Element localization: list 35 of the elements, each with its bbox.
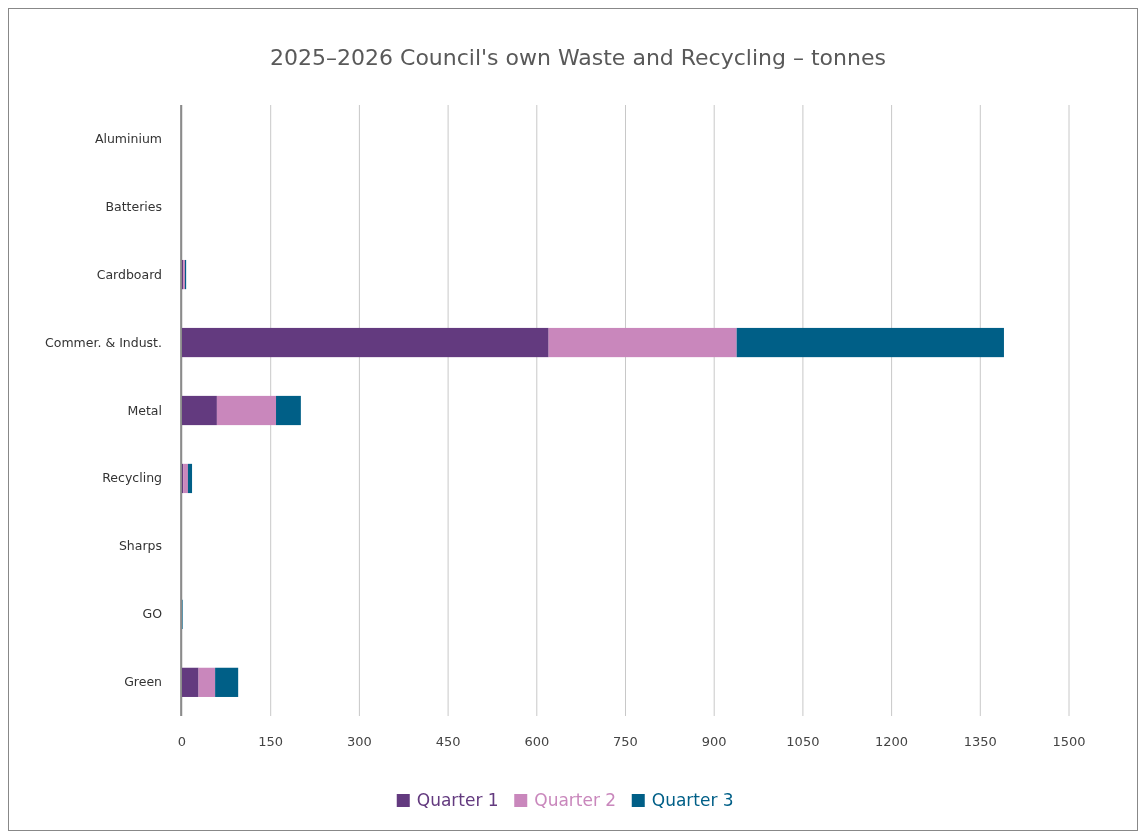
x-tick-label: 1500 <box>1052 734 1086 749</box>
y-tick-label: Batteries <box>105 198 162 214</box>
chart-title: 2025–2026 Council's own Waste and Recycling – tonnes <box>270 45 886 70</box>
y-tick-label: Green <box>124 674 162 690</box>
legend-label: Quarter 3 <box>651 790 734 810</box>
bar <box>182 395 217 426</box>
bar <box>182 327 549 358</box>
bar <box>183 463 188 494</box>
x-tick-label: 300 <box>346 734 372 749</box>
x-tick-label: 150 <box>258 734 284 749</box>
y-tick-label: Metal <box>127 402 162 418</box>
x-tick-label: 750 <box>613 734 638 749</box>
bar <box>736 327 1004 358</box>
x-tick-label: 1050 <box>786 734 820 749</box>
bar <box>216 395 277 426</box>
x-tick-label: 0 <box>177 734 187 749</box>
x-tick-label: 900 <box>701 734 727 749</box>
bar <box>215 667 239 697</box>
bar <box>187 463 193 494</box>
y-tick-label: Commer. & Indust. <box>45 334 162 350</box>
bar <box>182 667 199 697</box>
x-tick-label: 450 <box>435 734 461 749</box>
x-tick-label: 1350 <box>963 734 997 749</box>
bar <box>548 327 737 358</box>
y-tick-label: Aluminium <box>94 130 162 146</box>
y-tick-label: Cardboard <box>96 266 162 282</box>
y-tick-label: GO <box>142 606 163 622</box>
legend-label: Quarter 1 <box>416 790 499 810</box>
bar <box>276 395 301 426</box>
y-tick-label: Recycling <box>102 470 162 486</box>
y-tick-label: Sharps <box>118 538 162 554</box>
legend-label: Quarter 2 <box>534 790 617 810</box>
x-tick-label: 1200 <box>875 734 909 749</box>
bar <box>198 667 216 697</box>
x-tick-label: 600 <box>524 734 550 749</box>
